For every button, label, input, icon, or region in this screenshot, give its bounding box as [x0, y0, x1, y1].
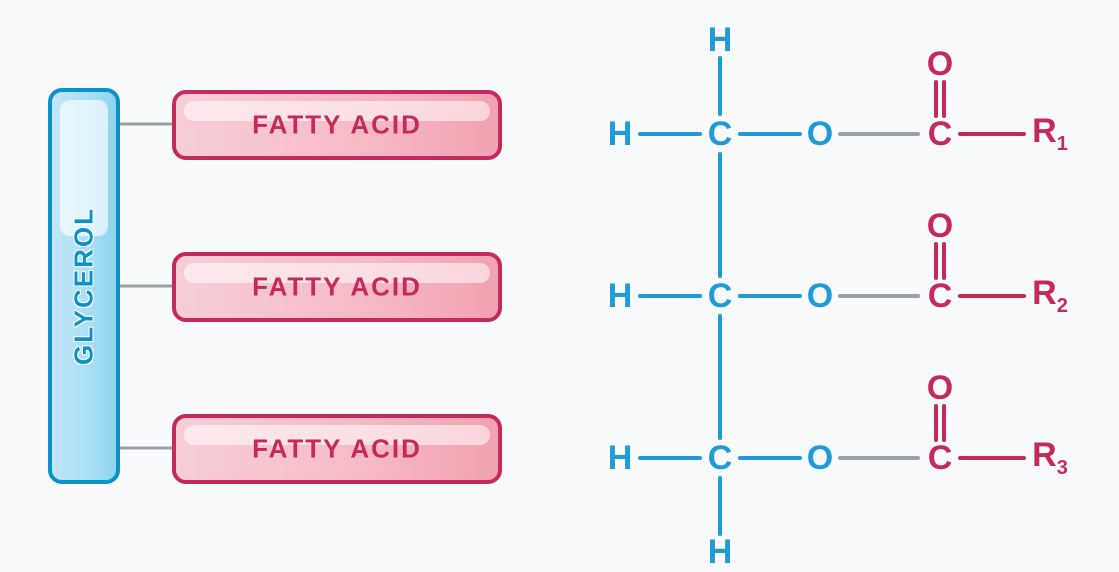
atom-r3: R3 — [1032, 438, 1068, 478]
atom-o: O — [927, 209, 953, 243]
atom-h: H — [708, 23, 733, 57]
fatty-acid-box: FATTY ACID — [172, 414, 502, 484]
atom-c: C — [928, 117, 953, 151]
glycerol-label: GLYCEROL — [69, 207, 100, 365]
atom-o: O — [807, 117, 833, 151]
fatty-acid-box: FATTY ACID — [172, 90, 502, 160]
atom-c: C — [708, 279, 733, 313]
fatty-acid-label: FATTY ACID — [176, 272, 498, 303]
atom-o: O — [807, 441, 833, 475]
atom-h: H — [608, 117, 633, 151]
atom-c: C — [928, 441, 953, 475]
atom-o: O — [807, 279, 833, 313]
atom-r1: R1 — [1032, 114, 1068, 154]
atom-c: C — [928, 279, 953, 313]
atom-o: O — [927, 47, 953, 81]
fatty-acid-label: FATTY ACID — [176, 434, 498, 465]
atom-c: C — [708, 441, 733, 475]
atom-h: H — [608, 279, 633, 313]
diagram-stage: { "canvas":{"w":1119,"h":572,"bg":"#f9fa… — [0, 0, 1119, 572]
atom-h: H — [608, 441, 633, 475]
atom-c: C — [708, 117, 733, 151]
fatty-acid-box: FATTY ACID — [172, 252, 502, 322]
atom-h: H — [708, 535, 733, 569]
atom-r2: R2 — [1032, 276, 1068, 316]
fatty-acid-label: FATTY ACID — [176, 110, 498, 141]
atom-o: O — [927, 371, 953, 405]
glycerol-box: GLYCEROL — [48, 88, 120, 484]
